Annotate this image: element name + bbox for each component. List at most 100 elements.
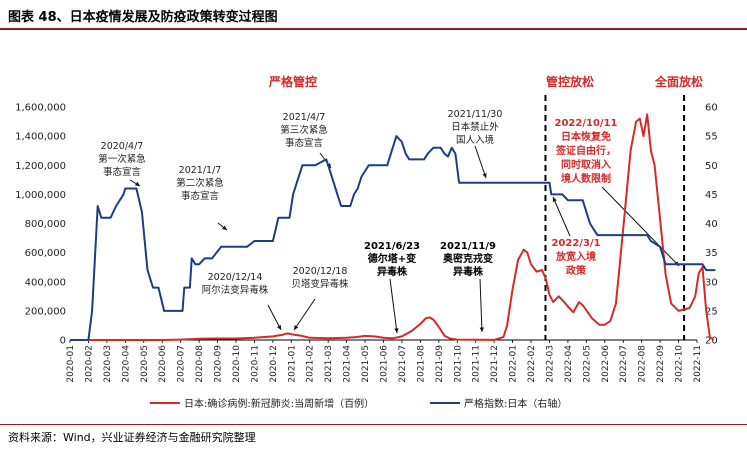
event-desc-label: 事态宣言 bbox=[285, 137, 324, 149]
y-left-tick-label: 1,000,000 bbox=[15, 190, 66, 201]
x-tick-label: 2021-02 bbox=[306, 345, 316, 383]
event-date-label: 2020/4/7 bbox=[101, 141, 144, 152]
x-tick-label: 2021-11 bbox=[472, 345, 482, 383]
phase-label-full: 全面放松 bbox=[654, 74, 703, 89]
event-desc-label: 国人入境 bbox=[456, 134, 495, 146]
y-left-tick-label: 400,000 bbox=[25, 277, 66, 288]
x-tick-label: 2020-01 bbox=[66, 345, 76, 383]
event-desc-label: 阿尔法变异毒株 bbox=[202, 284, 269, 296]
annotation-arrowhead bbox=[482, 173, 487, 178]
annotation-arrowhead bbox=[394, 328, 399, 333]
x-tick-label: 2022-08 bbox=[638, 345, 648, 383]
event-desc-label: 签证自由行， bbox=[555, 144, 616, 157]
event-date-label: 2022/10/11 bbox=[555, 118, 618, 129]
y-right-tick-label: 40 bbox=[705, 219, 718, 230]
legend: 日本:确诊病例:新冠肺炎:当周新增（百例） 严格指数:日本（右轴） bbox=[150, 397, 567, 410]
y-left-tick-label: 600,000 bbox=[25, 248, 66, 259]
event-date-label: 2021/6/23 bbox=[364, 241, 420, 252]
legend-label-cases: 日本:确诊病例:新冠肺炎:当周新增（百例） bbox=[184, 397, 374, 410]
annotation-arrow bbox=[552, 196, 571, 237]
event-desc-label: 第三次紧急 bbox=[280, 124, 328, 136]
x-tick-label: 2020-11 bbox=[250, 345, 260, 383]
y-left-tick-label: 800,000 bbox=[25, 219, 66, 230]
x-tick-label: 2020-05 bbox=[140, 345, 150, 383]
series-cases-line bbox=[70, 113, 715, 341]
event-desc-label: 贝塔变异毒株 bbox=[291, 278, 349, 290]
x-tick-label: 2022-09 bbox=[656, 345, 666, 383]
x-tick-label: 2021-09 bbox=[435, 345, 445, 383]
event-date-label: 2021/1/7 bbox=[179, 165, 222, 176]
series-lines bbox=[70, 113, 716, 341]
event-date-label: 2020/12/18 bbox=[293, 266, 348, 277]
annotation-arrow bbox=[293, 298, 316, 331]
event-date-label: 2021/11/9 bbox=[440, 241, 496, 252]
x-tick-label: 2020-10 bbox=[232, 345, 242, 383]
x-tick-label: 2022-01 bbox=[509, 345, 519, 383]
x-tick-label: 2021-10 bbox=[453, 345, 463, 383]
y-left-tick-label: 0 bbox=[60, 336, 66, 347]
annotation-arrow bbox=[389, 278, 398, 334]
annotation-arrow bbox=[474, 145, 487, 179]
phase-label-relax: 管控放松 bbox=[546, 74, 594, 89]
y-right-tick-label: 20 bbox=[705, 336, 718, 347]
x-tick-label: 2022-06 bbox=[601, 345, 611, 383]
axes: 0 200,000 400,000 600,000 800,000 1,000,000 1,… bbox=[15, 95, 718, 383]
event-desc-label: 日本禁止外 bbox=[451, 121, 499, 133]
x-tick-label: 2021-01 bbox=[287, 345, 297, 383]
y-right-tick-label: 50 bbox=[705, 161, 718, 172]
y-left-tick-label: 1,600,000 bbox=[15, 103, 66, 114]
event-desc-label: 事态宣言 bbox=[181, 190, 220, 202]
event-desc-label: 日本恢复免 bbox=[561, 130, 611, 143]
x-tick-label: 2020-06 bbox=[158, 345, 168, 383]
source-note: 资料来源：Wind，兴业证券经济与金融研究院整理 bbox=[8, 431, 256, 444]
annotation-arrowhead bbox=[277, 325, 281, 330]
x-tick-label: 2021-12 bbox=[490, 345, 500, 383]
y-left-tick-label: 1,400,000 bbox=[15, 132, 66, 143]
event-date-label: 2020/12/14 bbox=[208, 272, 263, 283]
annotation-arrowhead bbox=[222, 225, 227, 230]
event-desc-label: 同时取消入 bbox=[561, 158, 611, 171]
x-tick-label: 2020-07 bbox=[177, 345, 187, 383]
event-desc-label: 政策 bbox=[566, 264, 587, 277]
x-tick-label: 2020-12 bbox=[269, 345, 279, 383]
x-tick-label: 2022-02 bbox=[527, 345, 537, 383]
x-tick-label: 2021-06 bbox=[380, 345, 390, 383]
annotation-arrowhead bbox=[479, 327, 484, 332]
annotation-arrow bbox=[479, 278, 483, 333]
chart-canvas: 0 200,000 400,000 600,000 800,000 1,000,000 1,… bbox=[15, 74, 718, 410]
event-desc-label: 德尔塔+变 bbox=[367, 252, 416, 265]
source-divider bbox=[0, 424, 747, 425]
event-date-label: 2022/3/1 bbox=[551, 238, 600, 249]
event-desc-label: 异毒株 bbox=[453, 265, 484, 278]
x-tick-label: 2022-10 bbox=[675, 345, 685, 383]
chart-title: 图表 48、日本疫情发展及防疫政策转变过程图 bbox=[8, 10, 278, 25]
x-tick-label: 2022-04 bbox=[564, 345, 574, 383]
y-right-tick-label: 55 bbox=[705, 132, 718, 143]
event-desc-label: 第二次紧急 bbox=[176, 177, 224, 189]
x-tick-label: 2022-03 bbox=[545, 345, 555, 383]
event-desc-label: 第一次紧急 bbox=[98, 153, 146, 165]
series-stringency-line bbox=[70, 135, 716, 341]
x-tick-label: 2020-09 bbox=[214, 345, 224, 383]
y-right-tick-label: 35 bbox=[705, 248, 718, 259]
x-tick-label: 2020-04 bbox=[121, 345, 131, 383]
y-right-tick-label: 45 bbox=[705, 190, 718, 201]
event-date-label: 2021/11/30 bbox=[448, 109, 503, 120]
x-tick-label: 2021-07 bbox=[398, 345, 408, 383]
legend-label-stringency: 严格指数:日本（右轴） bbox=[464, 397, 567, 410]
x-tick-label: 2021-03 bbox=[324, 345, 334, 383]
x-tick-label: 2020-02 bbox=[84, 345, 94, 383]
event-desc-label: 放宽入境 bbox=[555, 250, 596, 263]
event-desc-label: 境人数限制 bbox=[561, 172, 611, 185]
event-desc-label: 事态宣言 bbox=[103, 166, 142, 178]
y-right-tick-label: 30 bbox=[705, 277, 718, 288]
x-tick-label: 2020-03 bbox=[103, 345, 113, 383]
y-right-tick-label: 60 bbox=[705, 103, 718, 114]
y-left-tick-label: 200,000 bbox=[25, 306, 66, 317]
event-desc-label: 异毒株 bbox=[377, 265, 408, 278]
event-date-label: 2021/4/7 bbox=[283, 112, 326, 123]
annotation-arrowhead bbox=[552, 197, 557, 202]
x-tick-label: 2022-07 bbox=[619, 345, 629, 383]
x-tick-label: 2021-05 bbox=[361, 345, 371, 383]
